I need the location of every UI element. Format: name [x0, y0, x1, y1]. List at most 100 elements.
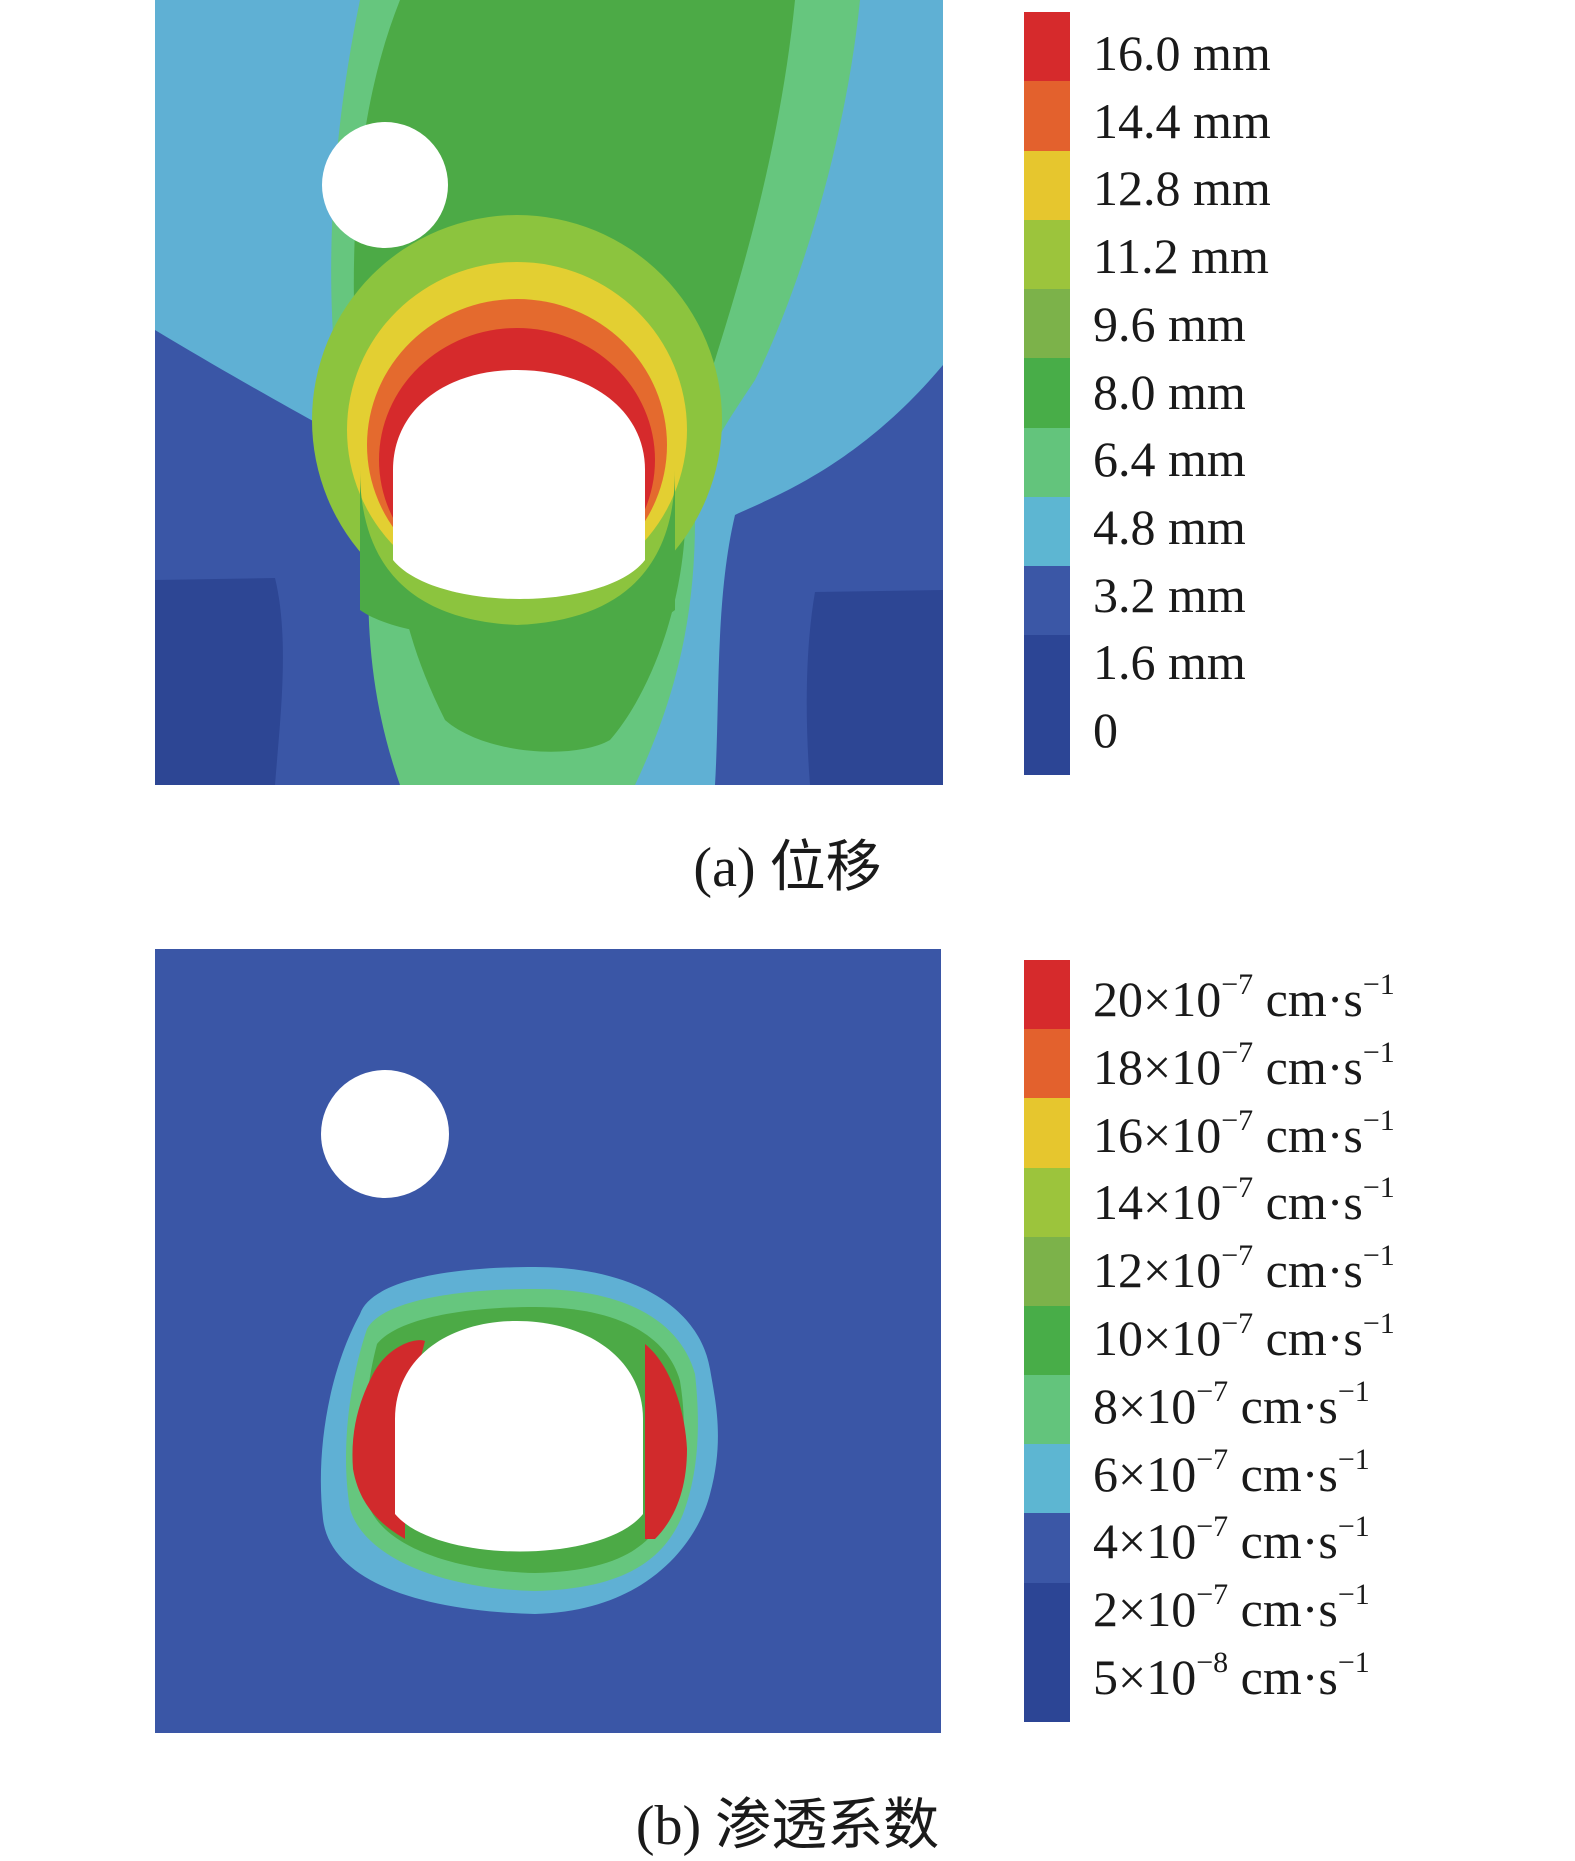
tunnel-opening [393, 370, 645, 599]
legend-mantissa: 5×10 [1093, 1649, 1197, 1705]
field-deep-right [806, 590, 943, 785]
displacement-colorbar [1024, 12, 1070, 775]
legend-mantissa: 10×10 [1093, 1310, 1222, 1366]
legend-unit-exponent: −1 [1337, 1374, 1370, 1408]
colorbar-swatch [1024, 1513, 1070, 1584]
field-green-lower [360, 470, 675, 640]
legend-exponent: −7 [1196, 1374, 1229, 1408]
legend-mantissa: 2×10 [1093, 1581, 1197, 1638]
colorbar-swatch [1024, 566, 1070, 637]
legend-unit-exponent: −1 [1362, 1239, 1395, 1273]
colorbar-swatch [1024, 81, 1070, 152]
legend-exponent: −7 [1221, 1307, 1254, 1340]
colorbar-swatch [1024, 1305, 1070, 1377]
legend-label: 6.4 mm [1093, 431, 1246, 488]
colorbar-swatch [1024, 150, 1070, 221]
colorbar-swatch [1024, 358, 1070, 429]
legend-label: 1.6 mm [1093, 634, 1246, 691]
legend-unit-exponent: −1 [1362, 1171, 1395, 1205]
legend-unit-exponent: −1 [1337, 1578, 1370, 1612]
legend-label: 14×10−7 cm·s−1 [1093, 1173, 1395, 1231]
colorbar-swatch [1024, 1444, 1070, 1515]
legend-label: 2×10−7 cm·s−1 [1093, 1580, 1370, 1638]
legend-unit-exponent: −1 [1337, 1510, 1370, 1544]
colorbar-swatch [1024, 960, 1070, 1031]
tunnel-opening-b [395, 1321, 643, 1552]
legend-label: 4.8 mm [1093, 498, 1246, 555]
legend-unit: cm·s [1253, 1242, 1363, 1299]
legend-unit-exponent: −1 [1362, 968, 1395, 1001]
legend-label: 12.8 mm [1093, 160, 1271, 217]
legend-label: 3.2 mm [1093, 566, 1246, 623]
legend-label: 6×10−7 cm·s−1 [1093, 1444, 1370, 1502]
legend-mantissa: 20×10 [1093, 971, 1222, 1027]
legend-unit: cm·s [1253, 1038, 1363, 1095]
panel-permeability: 20×10−7 cm·s−1 18×10−7 cm·s−1 16×10−7 cm·s… [0, 945, 1575, 1857]
legend-unit-exponent: −1 [1337, 1442, 1370, 1476]
colorbar-swatch [1024, 1651, 1070, 1722]
displacement-contour-svg [155, 0, 943, 785]
legend-label: 18×10−7 cm·s−1 [1093, 1037, 1395, 1095]
field-deep-left [155, 578, 283, 785]
colorbar-swatch [1024, 12, 1070, 83]
colorbar-swatch [1024, 1236, 1070, 1307]
colorbar-swatch [1024, 1098, 1070, 1169]
legend-label: 16×10−7 cm·s−1 [1093, 1105, 1395, 1163]
legend-label: 8.0 mm [1093, 363, 1246, 420]
legend-unit: cm·s [1253, 1174, 1363, 1231]
legend-label: 16.0 mm [1093, 25, 1271, 81]
legend-exponent: −7 [1221, 968, 1254, 1001]
legend-exponent: −7 [1221, 1103, 1254, 1137]
legend-mantissa: 6×10 [1093, 1445, 1197, 1502]
legend-exponent: −7 [1221, 1239, 1254, 1273]
legend-label: 11.2 mm [1093, 228, 1269, 285]
colorbar-swatch [1024, 289, 1070, 360]
legend-exponent: −7 [1221, 1035, 1254, 1069]
legend-unit: cm·s [1253, 1310, 1363, 1366]
displacement-contour-plot [155, 0, 943, 785]
legend-label: 9.6 mm [1093, 295, 1246, 352]
caption-b: (b) 渗透系数 [635, 1795, 940, 1857]
legend-unit: cm·s [1228, 1649, 1338, 1705]
colorbar-swatch [1024, 1582, 1070, 1653]
legend-label: 20×10−7 cm·s−1 [1093, 970, 1395, 1027]
legend-exponent: −7 [1196, 1442, 1229, 1476]
legend-mantissa: 18×10 [1093, 1038, 1222, 1095]
panel-displacement: 16.0 mm 14.4 mm 12.8 mm 11.2 mm 9.6 mm 8.0 mm… [0, 0, 1575, 930]
legend-unit: cm·s [1228, 1377, 1338, 1434]
legend-exponent: −8 [1196, 1646, 1229, 1679]
colorbar-swatch [1024, 1375, 1070, 1446]
colorbar-swatch [1024, 219, 1070, 291]
legend-mantissa: 14×10 [1093, 1174, 1222, 1231]
legend-unit-exponent: −1 [1362, 1307, 1395, 1340]
colorbar-swatch [1024, 1167, 1070, 1238]
legend-exponent: −7 [1196, 1578, 1229, 1612]
legend-mantissa: 16×10 [1093, 1106, 1222, 1163]
small-opening-b [321, 1070, 449, 1198]
colorbar-swatch [1024, 496, 1070, 568]
damage-red-right [645, 1344, 687, 1539]
legend-mantissa: 12×10 [1093, 1242, 1222, 1299]
legend-unit-exponent: −1 [1362, 1103, 1395, 1137]
colorbar-swatch [1024, 704, 1070, 775]
legend-unit: cm·s [1253, 1106, 1363, 1163]
legend-unit: cm·s [1228, 1445, 1338, 1502]
legend-mantissa: 8×10 [1093, 1377, 1197, 1434]
legend-label: 0 [1093, 702, 1118, 758]
legend-label: 8×10−7 cm·s−1 [1093, 1376, 1370, 1434]
legend-exponent: −7 [1196, 1510, 1229, 1544]
legend-mantissa: 4×10 [1093, 1513, 1197, 1570]
small-opening [322, 122, 448, 248]
permeability-contour-svg [155, 949, 941, 1733]
legend-label: 5×10−8 cm·s−1 [1093, 1648, 1370, 1705]
legend-label: 14.4 mm [1093, 92, 1271, 149]
colorbar-swatch [1024, 427, 1070, 498]
legend-unit: cm·s [1228, 1513, 1338, 1570]
caption-a: (a) 位移 [693, 837, 882, 899]
colorbar-swatch [1024, 1029, 1070, 1100]
legend-label: 4×10−7 cm·s−1 [1093, 1512, 1370, 1570]
legend-label: 12×10−7 cm·s−1 [1093, 1241, 1395, 1299]
legend-label: 10×10−7 cm·s−1 [1093, 1309, 1395, 1366]
legend-unit: cm·s [1228, 1581, 1338, 1638]
legend-unit-exponent: −1 [1337, 1646, 1370, 1679]
